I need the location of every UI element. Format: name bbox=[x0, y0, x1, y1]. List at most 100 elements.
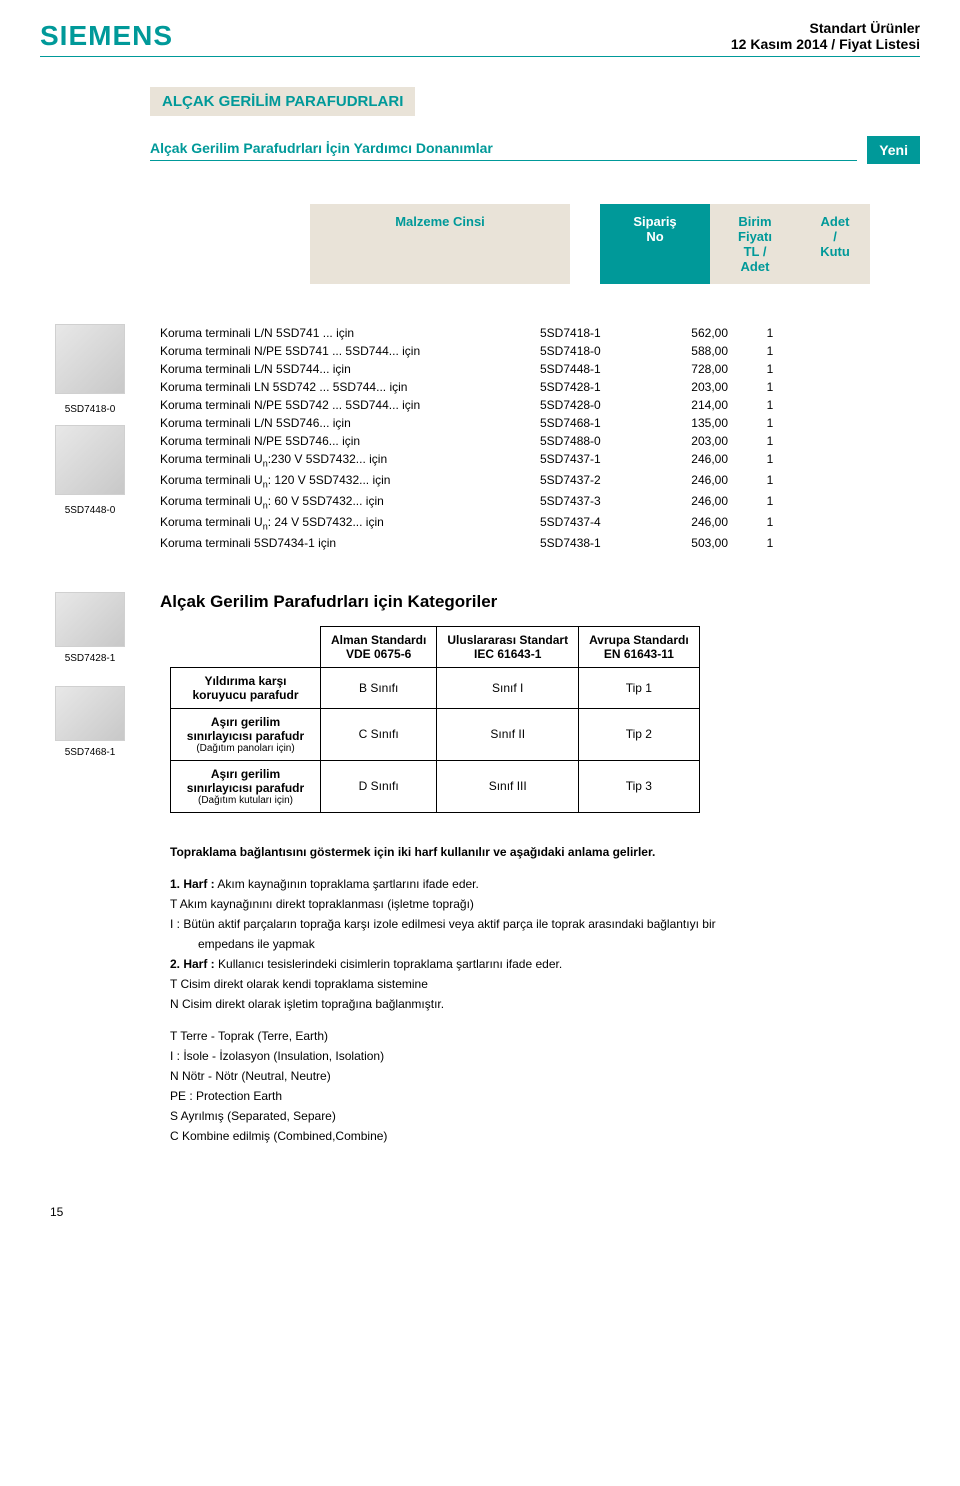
definition-line: PE : Protection Earth bbox=[170, 1087, 920, 1105]
row-price: 135,00 bbox=[650, 414, 740, 432]
price-row: Koruma terminali L/N 5SD741 ... için5SD7… bbox=[160, 324, 920, 342]
cat-c2: Sınıf I bbox=[437, 667, 579, 708]
notes-b2-l1: T Cisim direkt olarak kendi topraklama s… bbox=[170, 975, 920, 993]
row-price: 503,00 bbox=[650, 534, 740, 552]
notes-b1-l1: T Akım kaynağınını direkt topraklanması … bbox=[170, 895, 920, 913]
row-desc: Koruma terminali N/PE 5SD746... için bbox=[160, 432, 540, 450]
notes-b2: 2. Harf : Kullanıcı tesislerindeki cisim… bbox=[170, 955, 920, 973]
product-caption-1: 5SD7418-0 bbox=[65, 404, 116, 415]
row-price: 203,00 bbox=[650, 432, 740, 450]
row-qty: 1 bbox=[740, 513, 800, 531]
row-desc: Koruma terminali L/N 5SD746... için bbox=[160, 414, 540, 432]
row-price: 246,00 bbox=[650, 471, 740, 489]
row-qty: 1 bbox=[740, 492, 800, 510]
row-desc: Koruma terminali N/PE 5SD742 ... 5SD744.… bbox=[160, 396, 540, 414]
row-price: 246,00 bbox=[650, 513, 740, 531]
definition-line: T Terre - Toprak (Terre, Earth) bbox=[170, 1027, 920, 1045]
row-qty: 1 bbox=[740, 471, 800, 489]
category-section: 5SD7428-1 5SD7468-1 Alçak Gerilim Parafu… bbox=[40, 592, 920, 813]
cat-c1: D Sınıfı bbox=[321, 760, 437, 812]
row-qty: 1 bbox=[740, 396, 800, 414]
row-price: 728,00 bbox=[650, 360, 740, 378]
definition-line: N Nötr - Nötr (Neutral, Neutre) bbox=[170, 1067, 920, 1085]
page-header: SIEMENS Standart Ürünler 12 Kasım 2014 /… bbox=[40, 20, 920, 52]
header-divider bbox=[40, 56, 920, 57]
column-headers: Malzeme Cinsi Sipariş No Birim Fiyatı TL… bbox=[310, 204, 920, 284]
row-qty: 1 bbox=[740, 324, 800, 342]
row-desc: Koruma terminali Un:230 V 5SD7432... içi… bbox=[160, 450, 540, 471]
price-row: Koruma terminali Un: 24 V 5SD7432... içi… bbox=[160, 513, 920, 534]
section-title: ALÇAK GERİLİM PARAFUDRLARI bbox=[150, 87, 415, 116]
left-image-column: 5SD7418-0 5SD7448-0 bbox=[40, 324, 140, 552]
price-row: Koruma terminali Un: 60 V 5SD7432... içi… bbox=[160, 492, 920, 513]
header-line2: 12 Kasım 2014 / Fiyat Listesi bbox=[731, 36, 920, 52]
cat-c1: C Sınıfı bbox=[321, 708, 437, 760]
cat-row: Aşırı gerilim sınırlayıcısı parafudr(Dağ… bbox=[171, 760, 700, 812]
row-price: 588,00 bbox=[650, 342, 740, 360]
header-line1: Standart Ürünler bbox=[731, 20, 920, 36]
row-code: 5SD7418-1 bbox=[540, 324, 650, 342]
notes-section: Topraklama bağlantısını göstermek için i… bbox=[170, 843, 920, 1145]
cat-c2: Sınıf III bbox=[437, 760, 579, 812]
notes-b1-l2b: empedans ile yapmak bbox=[170, 935, 920, 953]
product-image-1 bbox=[55, 324, 125, 394]
cat-row: Yıldırıma karşı koruyucu parafudrB Sınıf… bbox=[171, 667, 700, 708]
page-number: 15 bbox=[50, 1205, 920, 1219]
price-table: Koruma terminali L/N 5SD741 ... için5SD7… bbox=[160, 324, 920, 552]
row-code: 5SD7468-1 bbox=[540, 414, 650, 432]
cat-header: Uluslararası Standart IEC 61643-1 bbox=[437, 626, 579, 667]
cat-c3: Tip 2 bbox=[579, 708, 700, 760]
row-price: 562,00 bbox=[650, 324, 740, 342]
row-price: 246,00 bbox=[650, 450, 740, 468]
subtitle: Alçak Gerilim Parafudrları İçin Yardımcı… bbox=[150, 140, 857, 161]
category-table: Alman Standardı VDE 0675-6Uluslararası S… bbox=[170, 626, 700, 813]
notes-b1: 1. Harf : Akım kaynağının topraklama şar… bbox=[170, 875, 920, 893]
cat-header: Avrupa Standardı EN 61643-11 bbox=[579, 626, 700, 667]
subtitle-row: Alçak Gerilim Parafudrları İçin Yardımcı… bbox=[150, 136, 920, 164]
colh-order: Sipariş No bbox=[600, 204, 710, 284]
row-desc: Koruma terminali Un: 60 V 5SD7432... içi… bbox=[160, 492, 540, 513]
cat-row: Aşırı gerilim sınırlayıcısı parafudr(Dağ… bbox=[171, 708, 700, 760]
row-qty: 1 bbox=[740, 360, 800, 378]
definition-line: C Kombine edilmiş (Combined,Combine) bbox=[170, 1127, 920, 1145]
row-desc: Koruma terminali 5SD7434-1 için bbox=[160, 534, 540, 552]
row-desc: Koruma terminali LN 5SD742 ... 5SD744...… bbox=[160, 378, 540, 396]
notes-b2-l2: N Cisim direkt olarak işletim toprağına … bbox=[170, 995, 920, 1013]
row-desc: Koruma terminali Un: 24 V 5SD7432... içi… bbox=[160, 513, 540, 534]
badge-new: Yeni bbox=[867, 136, 920, 164]
row-code: 5SD7437-3 bbox=[540, 492, 650, 510]
cat-left-images: 5SD7428-1 5SD7468-1 bbox=[40, 592, 140, 813]
product-caption-4: 5SD7468-1 bbox=[65, 747, 116, 758]
cat-header: Alman Standardı VDE 0675-6 bbox=[321, 626, 437, 667]
cat-c3: Tip 3 bbox=[579, 760, 700, 812]
cat-label: Yıldırıma karşı koruyucu parafudr bbox=[171, 667, 321, 708]
notes-intro: Topraklama bağlantısını göstermek için i… bbox=[170, 843, 920, 861]
cat-label: Aşırı gerilim sınırlayıcısı parafudr(Dağ… bbox=[171, 760, 321, 812]
product-caption-3: 5SD7428-1 bbox=[65, 653, 116, 664]
row-code: 5SD7437-1 bbox=[540, 450, 650, 468]
row-price: 246,00 bbox=[650, 492, 740, 510]
definition-line: S Ayrılmış (Separated, Separe) bbox=[170, 1107, 920, 1125]
brand-logo: SIEMENS bbox=[40, 20, 173, 52]
row-price: 214,00 bbox=[650, 396, 740, 414]
row-qty: 1 bbox=[740, 342, 800, 360]
row-code: 5SD7488-0 bbox=[540, 432, 650, 450]
row-qty: 1 bbox=[740, 378, 800, 396]
product-image-2 bbox=[55, 425, 125, 495]
price-row: Koruma terminali LN 5SD742 ... 5SD744...… bbox=[160, 378, 920, 396]
price-row: Koruma terminali N/PE 5SD741 ... 5SD744.… bbox=[160, 342, 920, 360]
colh-price: Birim Fiyatı TL / Adet bbox=[710, 204, 800, 284]
price-row: Koruma terminali 5SD7434-1 için5SD7438-1… bbox=[160, 534, 920, 552]
colh-material: Malzeme Cinsi bbox=[310, 204, 570, 284]
row-code: 5SD7418-0 bbox=[540, 342, 650, 360]
price-row: Koruma terminali L/N 5SD746... için5SD74… bbox=[160, 414, 920, 432]
row-desc: Koruma terminali L/N 5SD744... için bbox=[160, 360, 540, 378]
row-desc: Koruma terminali Un: 120 V 5SD7432... iç… bbox=[160, 471, 540, 492]
cat-header bbox=[171, 626, 321, 667]
price-row: Koruma terminali Un: 120 V 5SD7432... iç… bbox=[160, 471, 920, 492]
main-content-row: 5SD7418-0 5SD7448-0 Koruma terminali L/N… bbox=[40, 324, 920, 552]
header-right: Standart Ürünler 12 Kasım 2014 / Fiyat L… bbox=[731, 20, 920, 52]
row-code: 5SD7438-1 bbox=[540, 534, 650, 552]
row-code: 5SD7428-1 bbox=[540, 378, 650, 396]
product-image-4 bbox=[55, 686, 125, 741]
